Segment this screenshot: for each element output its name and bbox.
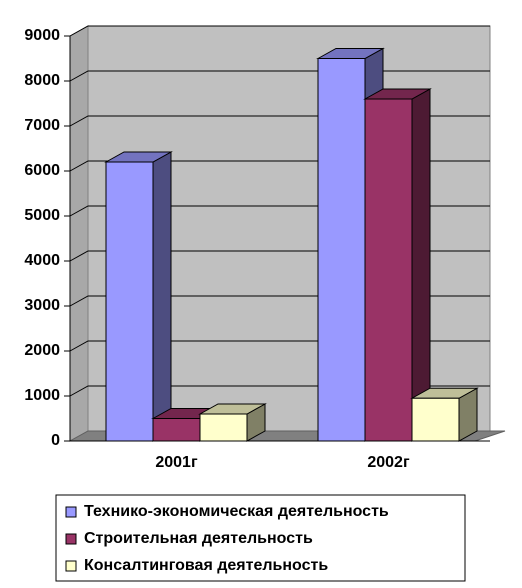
- bar: [363, 88, 432, 442]
- y-tick-label: 4000: [24, 252, 60, 269]
- bar-face: [411, 397, 460, 442]
- x-tick-label: 2001г: [155, 454, 198, 471]
- bar-face: [317, 58, 366, 442]
- bar-face: [199, 413, 248, 442]
- legend-label: Консалтинговая деятельность: [84, 557, 328, 574]
- bar: [198, 403, 267, 442]
- y-tick-label: 9000: [24, 27, 60, 44]
- y-tick-label: 2000: [24, 342, 60, 359]
- legend: [55, 494, 466, 582]
- y-tick-label: 7000: [24, 117, 60, 134]
- side-wall: [69, 25, 89, 442]
- y-tick-label: 8000: [24, 72, 60, 89]
- y-tick-label: 1000: [24, 387, 60, 404]
- legend-swatch: [65, 533, 77, 545]
- grid-line: [69, 25, 490, 37]
- bar: [104, 151, 173, 442]
- y-tick-label: 3000: [24, 297, 60, 314]
- x-tick-label: 2002г: [367, 454, 410, 471]
- legend-swatch: [65, 506, 77, 518]
- bar-face: [152, 418, 201, 442]
- bar-face: [152, 151, 172, 442]
- y-tick-label: 6000: [24, 162, 60, 179]
- y-tick-label: 0: [51, 432, 60, 449]
- legend-label: Технико-экономическая деятельность: [84, 503, 389, 520]
- bar-face: [364, 98, 413, 442]
- bar-face: [411, 88, 431, 442]
- legend-swatch: [65, 560, 77, 572]
- y-tick-label: 5000: [24, 207, 60, 224]
- bar-face: [105, 161, 154, 442]
- legend-label: Строительная деятельность: [84, 530, 313, 547]
- bar: [410, 387, 479, 442]
